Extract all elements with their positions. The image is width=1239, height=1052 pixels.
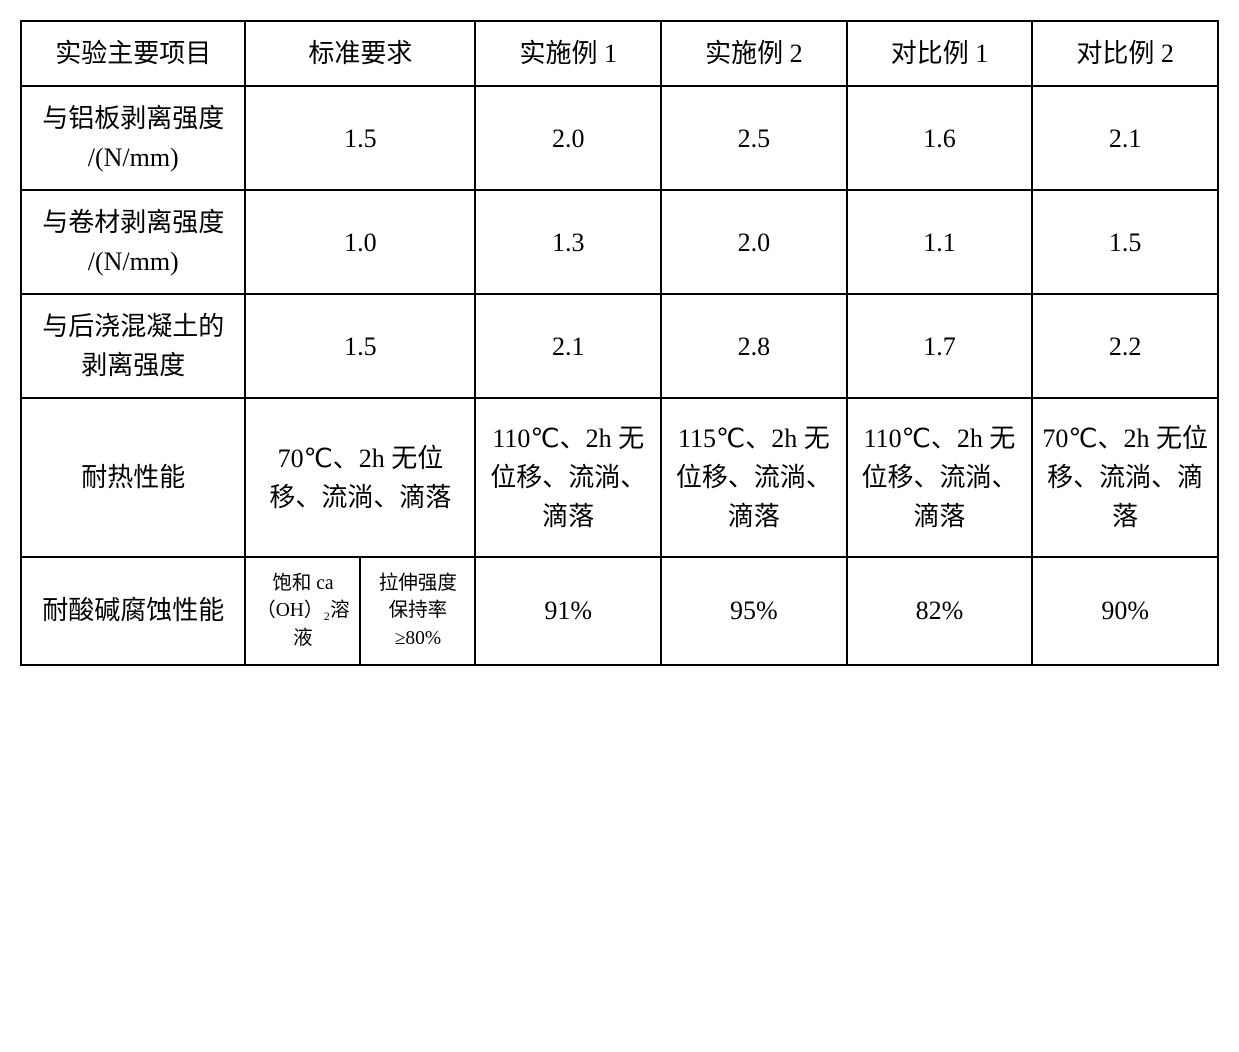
row2-label: 与卷材剥离强度 /(N/mm) — [21, 190, 245, 294]
row4-cmp2: 70℃、2h 无位移、流淌、滴落 — [1032, 398, 1218, 557]
table-row: 与卷材剥离强度 /(N/mm) 1.0 1.3 2.0 1.1 1.5 — [21, 190, 1218, 294]
row4-label: 耐热性能 — [21, 398, 245, 557]
row2-cmp1: 1.1 — [847, 190, 1033, 294]
row1-cmp2: 2.1 — [1032, 86, 1218, 190]
row5-ex2: 95% — [661, 557, 847, 665]
table-row: 耐热性能 70℃、2h 无位移、流淌、滴落 110℃、2h 无位移、流淌、滴落 … — [21, 398, 1218, 557]
row3-cmp2: 2.2 — [1032, 294, 1218, 398]
row3-ex2: 2.8 — [661, 294, 847, 398]
row4-ex1: 110℃、2h 无位移、流淌、滴落 — [475, 398, 661, 557]
data-table-container: 实验主要项目 标准要求 实施例 1 实施例 2 对比例 1 对比例 2 与铝板剥… — [20, 20, 1219, 666]
row2-standard: 1.0 — [245, 190, 475, 294]
row3-cmp1: 1.7 — [847, 294, 1033, 398]
header-example2: 实施例 2 — [661, 21, 847, 86]
row1-cmp1: 1.6 — [847, 86, 1033, 190]
row5-standard-a: 饱和 ca（OH）₂溶液 — [245, 557, 360, 665]
row5-standard-b: 拉伸强度保持率≥80% — [360, 557, 475, 665]
header-compare1: 对比例 1 — [847, 21, 1033, 86]
row2-ex1: 1.3 — [475, 190, 661, 294]
row1-label: 与铝板剥离强度 /(N/mm) — [21, 86, 245, 190]
row2-cmp2: 1.5 — [1032, 190, 1218, 294]
row5-ex1: 91% — [475, 557, 661, 665]
table-row: 与铝板剥离强度 /(N/mm) 1.5 2.0 2.5 1.6 2.1 — [21, 86, 1218, 190]
table-row: 耐酸碱腐蚀性能 饱和 ca（OH）₂溶液 拉伸强度保持率≥80% 91% 95%… — [21, 557, 1218, 665]
table-row: 与后浇混凝土的剥离强度 1.5 2.1 2.8 1.7 2.2 — [21, 294, 1218, 398]
header-standard: 标准要求 — [245, 21, 475, 86]
row1-standard: 1.5 — [245, 86, 475, 190]
header-main-item: 实验主要项目 — [21, 21, 245, 86]
row1-ex1: 2.0 — [475, 86, 661, 190]
table-header-row: 实验主要项目 标准要求 实施例 1 实施例 2 对比例 1 对比例 2 — [21, 21, 1218, 86]
row3-standard: 1.5 — [245, 294, 475, 398]
row5-cmp1: 82% — [847, 557, 1033, 665]
experiment-data-table: 实验主要项目 标准要求 实施例 1 实施例 2 对比例 1 对比例 2 与铝板剥… — [20, 20, 1219, 666]
row4-standard: 70℃、2h 无位移、流淌、滴落 — [245, 398, 475, 557]
row4-ex2: 115℃、2h 无位移、流淌、滴落 — [661, 398, 847, 557]
row3-label: 与后浇混凝土的剥离强度 — [21, 294, 245, 398]
row5-cmp2: 90% — [1032, 557, 1218, 665]
header-example1: 实施例 1 — [475, 21, 661, 86]
row2-ex2: 2.0 — [661, 190, 847, 294]
header-compare2: 对比例 2 — [1032, 21, 1218, 86]
row5-label: 耐酸碱腐蚀性能 — [21, 557, 245, 665]
row4-cmp1: 110℃、2h 无位移、流淌、滴落 — [847, 398, 1033, 557]
row1-ex2: 2.5 — [661, 86, 847, 190]
row3-ex1: 2.1 — [475, 294, 661, 398]
